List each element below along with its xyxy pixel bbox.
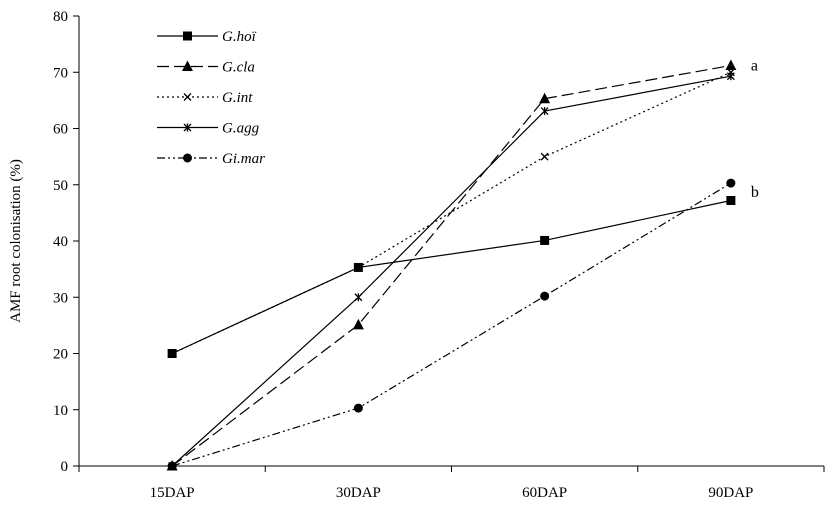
circle-marker xyxy=(353,403,363,413)
series-1 xyxy=(167,196,736,358)
series-line xyxy=(171,199,732,355)
triangle-marker xyxy=(352,318,364,330)
y-tick-label: 10 xyxy=(53,403,68,419)
legend-item: G.int xyxy=(157,90,253,106)
series-line xyxy=(171,182,732,467)
y-tick-label: 60 xyxy=(53,122,68,138)
legend-item: G.cla xyxy=(157,60,255,76)
series-5 xyxy=(167,178,736,471)
legend-label: Gi.mar xyxy=(222,151,265,167)
series-3 xyxy=(168,68,735,358)
legend: G.hoï G.cla G.int G.agg Gi.mar xyxy=(157,29,265,167)
x-marker xyxy=(168,349,177,358)
circle-marker xyxy=(183,153,192,163)
axes: 0 10 20 30 40 50 60 70 80 15DAP 30DAP 60DAP 90DAP AMF… xyxy=(8,9,825,501)
legend-label: G.cla xyxy=(222,60,255,76)
square-marker xyxy=(183,31,192,41)
series-line xyxy=(171,75,731,467)
y-tick-label: 0 xyxy=(61,459,69,475)
legend-item: Gi.mar xyxy=(157,151,265,167)
significance-letter: a xyxy=(751,58,758,75)
x-marker-stroke xyxy=(183,93,192,101)
x-marker xyxy=(540,152,549,161)
legend-item: G.agg xyxy=(157,121,260,137)
x-marker xyxy=(354,263,363,272)
y-tick-label: 40 xyxy=(53,234,68,250)
star-marker xyxy=(726,72,735,81)
triangle-marker xyxy=(725,59,737,70)
x-marker-stroke xyxy=(354,263,363,272)
x-tick-label: 15DAP xyxy=(150,485,195,501)
x-marker-stroke xyxy=(168,349,177,358)
x-marker-stroke xyxy=(540,152,549,161)
triangle-marker xyxy=(539,92,551,104)
circle-marker xyxy=(167,461,177,471)
y-tick-label: 50 xyxy=(53,178,68,194)
star-marker xyxy=(354,293,363,302)
legend-label: G.hoï xyxy=(222,29,257,45)
y-axis-title: AMF root colonisation (%) xyxy=(8,159,24,323)
series-line xyxy=(171,64,731,467)
y-tick-label: 80 xyxy=(53,9,68,25)
circle-marker xyxy=(726,178,736,188)
legend-item: G.hoï xyxy=(157,29,257,45)
significance-letter: b xyxy=(751,184,759,201)
annotations: ab xyxy=(751,58,759,202)
legend-label: G.agg xyxy=(222,121,260,137)
y-tick-label: 20 xyxy=(53,347,68,363)
square-marker xyxy=(540,235,550,245)
circle-marker xyxy=(540,291,550,301)
triangle-marker xyxy=(182,60,193,71)
x-tick-label: 90DAP xyxy=(708,485,753,501)
star-marker xyxy=(183,123,192,132)
star-marker xyxy=(540,107,549,116)
legend-label: G.int xyxy=(222,90,253,106)
x-marker xyxy=(183,93,192,101)
y-tick-label: 30 xyxy=(53,290,68,306)
square-marker xyxy=(726,196,736,205)
series-line xyxy=(171,71,732,355)
y-tick-label: 70 xyxy=(53,65,68,81)
x-tick-label: 60DAP xyxy=(522,485,567,501)
series-layer xyxy=(166,59,737,471)
x-tick-label: 30DAP xyxy=(336,485,381,501)
